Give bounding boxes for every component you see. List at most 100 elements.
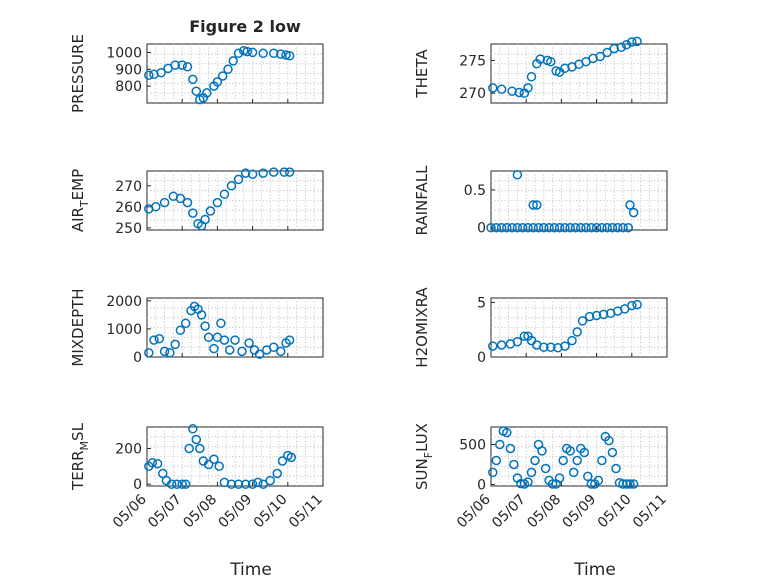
data-point	[632, 36, 642, 47]
data-point	[523, 477, 533, 487]
y-axis-label: AIRTEMP	[69, 169, 91, 232]
y-tick-label: 270	[459, 86, 486, 102]
data-point	[228, 56, 238, 66]
data-point	[175, 193, 186, 204]
data-point	[247, 169, 258, 179]
data-point	[488, 83, 498, 93]
data-point	[572, 327, 582, 337]
data-point	[540, 463, 551, 474]
data-point	[623, 222, 634, 233]
data-point	[254, 349, 265, 359]
y-tick-label: 800	[115, 79, 142, 95]
data-point	[212, 77, 223, 87]
data-point	[286, 452, 297, 463]
data-point	[219, 335, 230, 345]
series-markers	[488, 426, 639, 489]
data-point	[512, 336, 523, 347]
data-point	[180, 318, 191, 329]
data-point	[182, 62, 193, 72]
data-point	[539, 342, 549, 352]
data-point	[512, 222, 523, 233]
data-point	[196, 310, 207, 320]
y-tick-label: 900	[115, 62, 142, 78]
data-point	[598, 309, 609, 320]
data-point	[496, 340, 507, 350]
subplot-2: 270 275 THETA	[413, 36, 668, 104]
x-tick-label: 05/09	[560, 492, 600, 532]
data-point	[523, 222, 533, 233]
data-point	[625, 200, 635, 210]
x-tick-label: 05/06	[110, 491, 150, 531]
data-point	[496, 84, 507, 94]
data-point	[170, 339, 180, 350]
data-point	[546, 56, 556, 67]
data-point	[159, 346, 170, 357]
data-point	[205, 206, 216, 216]
data-point	[528, 222, 538, 233]
y-tick-label: 1000	[106, 45, 142, 61]
data-point	[616, 42, 626, 53]
series-markers	[144, 167, 295, 231]
data-point	[611, 463, 621, 474]
data-point	[495, 439, 505, 450]
x-tick-label: 05/11	[630, 492, 670, 532]
data-point	[224, 345, 235, 355]
data-point	[156, 67, 166, 78]
data-point	[253, 477, 263, 488]
data-point	[505, 443, 516, 454]
y-axis-label: RAINFALL	[413, 165, 431, 236]
data-point	[560, 222, 570, 233]
data-point	[512, 170, 523, 180]
data-point	[576, 222, 586, 233]
data-point	[240, 168, 251, 178]
data-point	[279, 167, 290, 177]
data-point	[586, 222, 597, 233]
data-point	[237, 346, 247, 357]
data-point	[188, 74, 198, 85]
data-point	[533, 222, 544, 233]
x-tick-label: 05/10	[251, 492, 291, 532]
series-markers	[144, 301, 295, 359]
data-point	[584, 311, 595, 322]
data-point	[144, 70, 154, 80]
data-point	[202, 88, 212, 98]
data-point	[554, 473, 565, 483]
data-point	[547, 479, 558, 489]
data-point	[216, 318, 226, 329]
data-point	[488, 341, 498, 351]
data-point	[628, 207, 639, 218]
y-axis-label: H2OMIXRA	[413, 287, 431, 368]
y-tick-label: 275	[459, 53, 486, 69]
data-point	[191, 86, 202, 96]
y-tick-label: 0	[133, 350, 142, 366]
data-point	[570, 222, 581, 233]
data-point	[607, 447, 618, 458]
y-tick-label: 250	[115, 221, 142, 237]
x-tick-label: 05/06	[454, 491, 494, 531]
data-point	[144, 348, 154, 358]
series-markers	[144, 424, 297, 489]
data-point	[209, 454, 219, 464]
y-tick-label: 2000	[106, 294, 142, 310]
y-axis-label: PRESSURE	[69, 34, 87, 113]
subplot-3: 250 260 270 AIRTEMP	[69, 167, 324, 237]
data-point	[158, 468, 168, 479]
data-point	[268, 342, 279, 352]
data-point	[528, 200, 538, 210]
figure-title: Figure 2 low	[189, 17, 301, 36]
data-point	[277, 456, 288, 466]
data-point	[191, 434, 202, 445]
data-point	[272, 468, 282, 479]
y-tick-label: 260	[115, 200, 142, 216]
data-point	[177, 60, 187, 70]
y-tick-label: 5	[477, 295, 486, 311]
data-point	[554, 222, 565, 233]
data-point	[203, 332, 214, 343]
data-point	[627, 300, 637, 311]
data-point	[151, 202, 161, 212]
data-point	[627, 37, 637, 47]
data-point	[247, 47, 258, 58]
data-point	[565, 222, 575, 233]
